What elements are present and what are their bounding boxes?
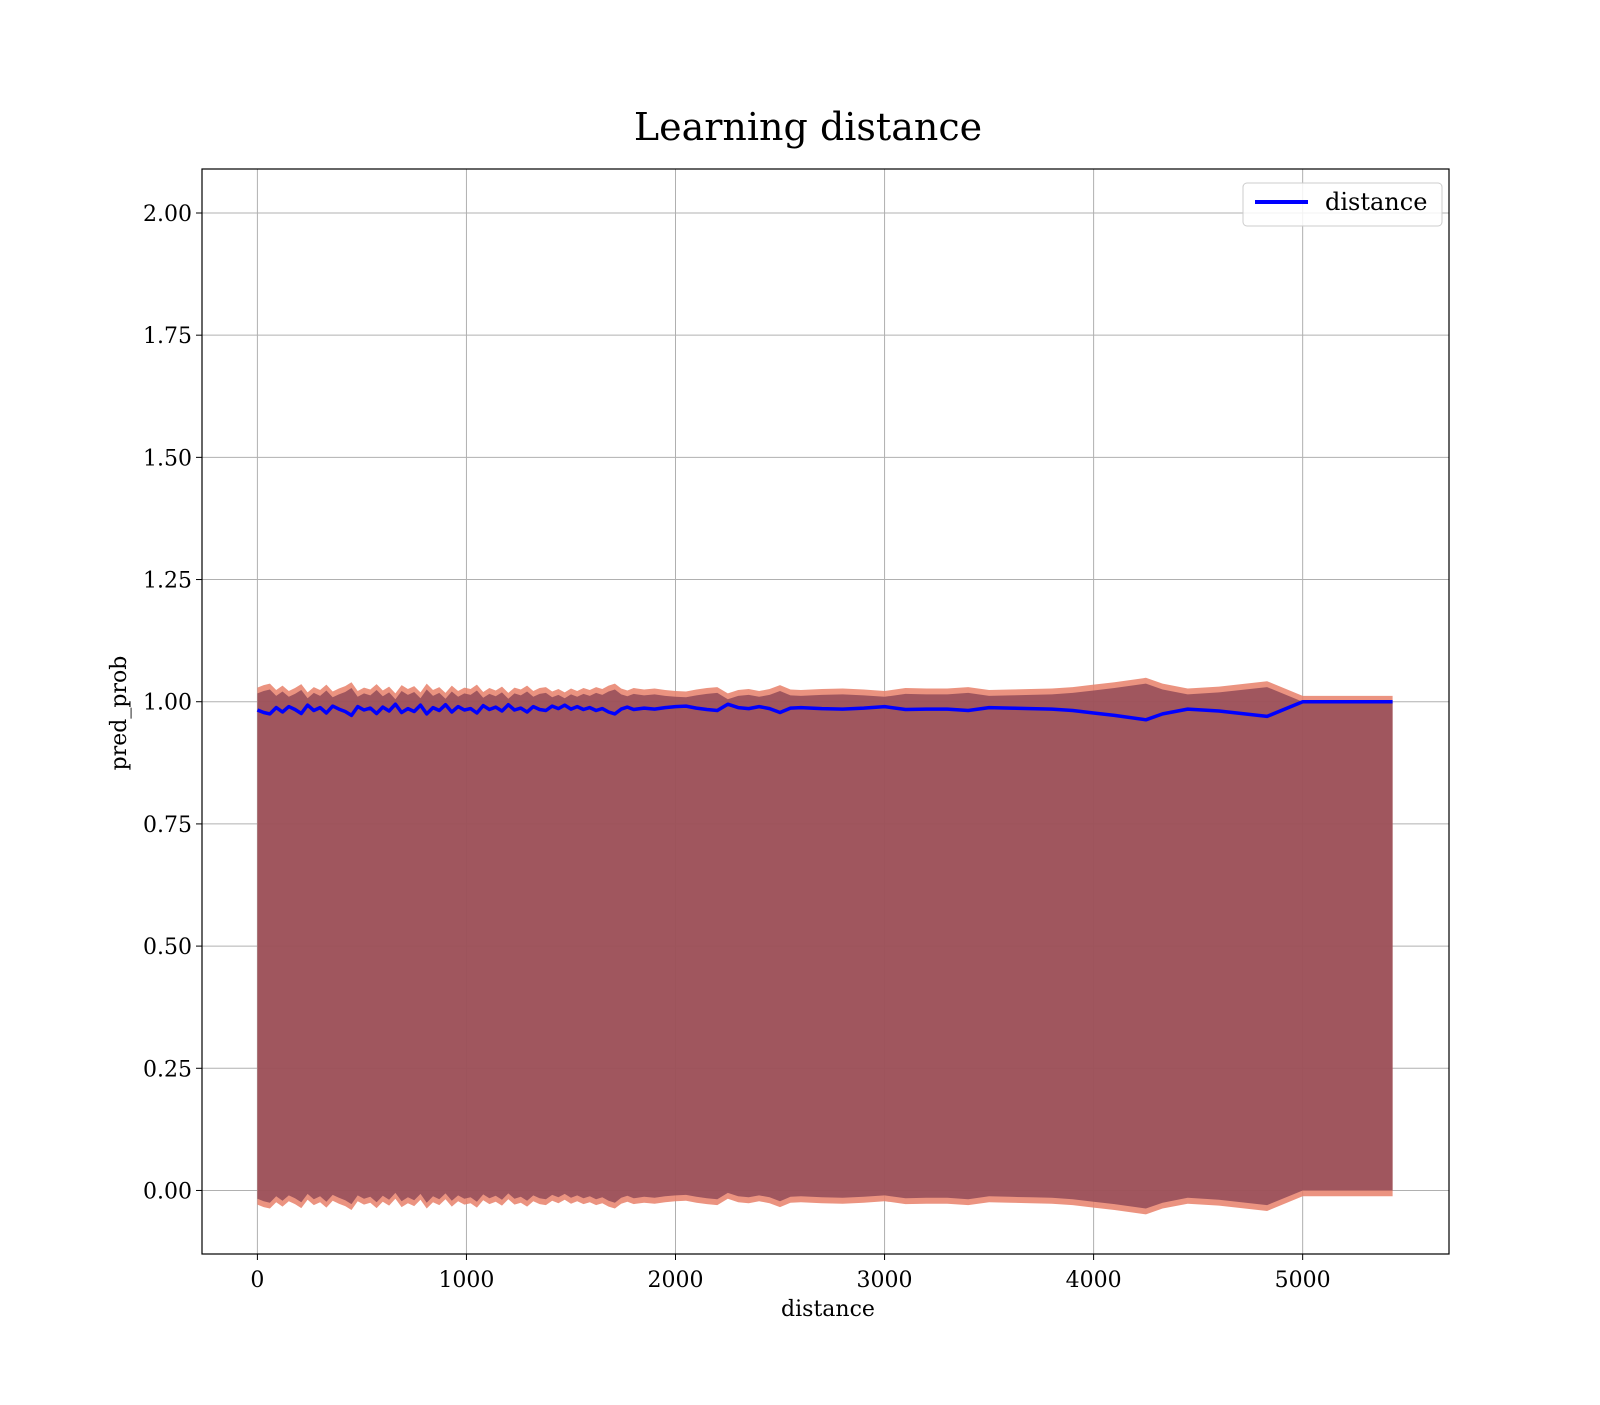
- x-tick-label: 0: [250, 1268, 264, 1293]
- y-tick-label: 1.00: [143, 691, 192, 716]
- x-axis-ticks: 0 1000 2000 3000 4000 5000: [250, 1254, 1331, 1293]
- band-fill: [257, 683, 1393, 1209]
- chart-title: Learning distance: [634, 105, 982, 149]
- y-tick-label: 1.50: [143, 446, 192, 471]
- x-tick-label: 5000: [1275, 1268, 1331, 1293]
- y-axis-ticks: 0.00 0.25 0.50 0.75 1.00 1.25 1.50 1.75 2.00: [143, 202, 202, 1204]
- y-tick-label: 1.75: [143, 324, 192, 349]
- x-axis-label: distance: [781, 1297, 875, 1322]
- y-tick-label: 0.25: [143, 1057, 192, 1082]
- series-line-distance: [256, 699, 1393, 722]
- x-tick-label: 2000: [648, 1268, 704, 1293]
- y-tick-label: 0.00: [143, 1179, 192, 1204]
- y-tick-label: 0.75: [143, 813, 192, 838]
- y-tick-label: 0.50: [143, 935, 192, 960]
- y-tick-label: 2.00: [143, 202, 192, 227]
- x-tick-label: 4000: [1066, 1268, 1122, 1293]
- y-tick-label: 1.25: [143, 569, 192, 594]
- legend: distance: [1242, 182, 1443, 227]
- plot-frame: [201, 168, 1450, 1255]
- x-tick-label: 3000: [857, 1268, 913, 1293]
- legend-box: [1242, 182, 1443, 227]
- legend-label: distance: [1325, 188, 1427, 216]
- x-tick-label: 1000: [438, 1268, 494, 1293]
- series-lines: [256, 699, 1393, 722]
- confidence-band: [257, 677, 1393, 1215]
- y-axis-label: pred_prob: [107, 656, 132, 771]
